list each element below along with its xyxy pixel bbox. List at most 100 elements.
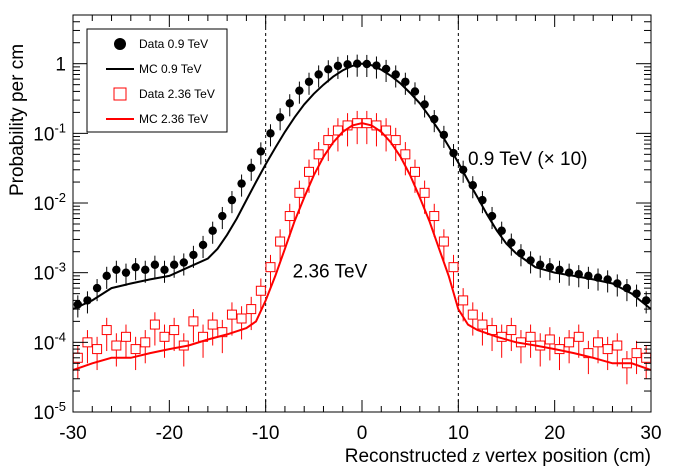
data-point-data-0-9-tev — [545, 262, 555, 272]
y-tick-label: 1 — [55, 55, 66, 76]
data-point-data-0-9-tev — [92, 283, 102, 293]
data-point-data-2-36-tev — [255, 285, 266, 296]
data-point-data-0-9-tev — [160, 265, 169, 274]
data-point-data-0-9-tev — [285, 99, 294, 108]
data-point-data-2-36-tev — [409, 166, 420, 177]
legend-swatch-data-0-9-tev — [114, 38, 126, 50]
data-point-data-0-9-tev — [189, 250, 198, 260]
data-point-data-0-9-tev — [179, 258, 188, 267]
data-point-data-0-9-tev — [275, 113, 285, 122]
data-point-data-0-9-tev — [169, 260, 179, 269]
data-point-data-2-36-tev — [573, 331, 584, 342]
data-point-data-0-9-tev — [439, 130, 449, 140]
x-axis-label-italic-variable: z — [472, 446, 481, 466]
data-point-data-2-36-tev — [188, 316, 199, 327]
y-tick-label-base: 10 — [33, 333, 54, 354]
x-tick-label: 10 — [448, 423, 469, 444]
data-point-data-0-9-tev — [102, 271, 111, 281]
y-tick-label-exponent: -2 — [54, 190, 66, 205]
y-axis-label: Probability per cm — [7, 44, 28, 196]
legend-label-mc-0-9-tev: MC 0.9 TeV — [139, 62, 201, 76]
series-line-mc-0-9-tev — [73, 62, 651, 311]
data-point-data-2-36-tev — [477, 319, 488, 330]
y-tick-label-exponent: -5 — [54, 399, 66, 414]
y-tick-label: 10-4 — [33, 329, 66, 354]
legend-box — [86, 28, 228, 133]
data-point-data-2-36-tev — [419, 187, 430, 198]
y-tick-label: 10-3 — [33, 260, 66, 285]
data-point-data-2-36-tev — [525, 331, 536, 342]
data-point-data-0-9-tev — [150, 260, 160, 269]
data-point-data-2-36-tev — [544, 334, 555, 345]
data-point-data-0-9-tev — [208, 226, 217, 235]
data-point-data-2-36-tev — [265, 262, 276, 273]
data-point-data-0-9-tev — [333, 61, 343, 71]
data-point-data-2-36-tev — [236, 313, 247, 324]
data-point-data-2-36-tev — [120, 331, 131, 342]
x-tick-label: -30 — [59, 423, 86, 444]
data-point-data-0-9-tev — [536, 260, 545, 269]
x-tick-label: -20 — [156, 423, 183, 444]
data-point-data-2-36-tev — [284, 211, 295, 222]
data-point-data-2-36-tev — [458, 295, 469, 306]
annotation-label: 2.36 TeV — [293, 262, 368, 283]
data-point-data-2-36-tev — [294, 187, 305, 198]
annotation-label: 0.9 TeV (× 10) — [468, 149, 588, 170]
y-tick-label-base: 1 — [55, 55, 66, 76]
data-point-data-2-36-tev — [332, 125, 343, 136]
data-point-data-2-36-tev — [111, 340, 122, 351]
data-point-data-0-9-tev — [131, 262, 140, 272]
data-point-data-2-36-tev — [467, 309, 478, 320]
x-tick-label: -10 — [252, 423, 279, 444]
data-point-data-0-9-tev — [304, 77, 314, 86]
data-point-data-2-36-tev — [506, 325, 517, 336]
data-point-data-0-9-tev — [401, 77, 410, 86]
data-point-data-0-9-tev — [555, 265, 564, 274]
data-point-data-2-36-tev — [130, 344, 141, 355]
data-point-data-2-36-tev — [159, 331, 170, 342]
data-point-data-2-36-tev — [207, 319, 218, 330]
series-line-mc-2-36-tev — [73, 122, 651, 372]
y-tick-label-exponent: -4 — [54, 329, 66, 344]
data-point-data-0-9-tev — [198, 240, 208, 250]
y-tick-label-base: 10 — [33, 264, 54, 285]
x-axis-label-part-1: Reconstructed — [345, 446, 473, 466]
data-point-data-2-36-tev — [169, 325, 180, 336]
data-point-data-0-9-tev — [391, 70, 400, 79]
data-point-data-0-9-tev — [324, 65, 333, 74]
data-point-data-0-9-tev — [121, 268, 131, 277]
data-point-data-2-36-tev — [101, 325, 112, 336]
data-point-data-2-36-tev — [140, 337, 151, 348]
data-point-data-0-9-tev — [314, 70, 323, 79]
data-point-data-0-9-tev — [256, 147, 266, 156]
data-point-data-0-9-tev — [227, 195, 237, 205]
data-point-data-2-36-tev — [448, 262, 459, 273]
data-point-data-2-36-tev — [390, 135, 401, 146]
data-point-data-0-9-tev — [266, 129, 275, 138]
y-tick-label-exponent: -1 — [54, 120, 66, 135]
legend-swatch-data-2-36-tev — [113, 87, 127, 101]
data-point-data-2-36-tev — [593, 337, 604, 348]
data-point-data-0-9-tev — [237, 179, 246, 188]
data-point-data-2-36-tev — [149, 319, 160, 330]
data-point-data-2-36-tev — [612, 340, 623, 351]
data-point-data-0-9-tev — [507, 238, 516, 247]
legend: Data 0.9 TeV MC 0.9 TeV Data 2.36 TeV MC 2.… — [86, 28, 228, 133]
data-point-data-2-36-tev — [438, 236, 449, 247]
data-point-data-2-36-tev — [400, 149, 411, 160]
data-point-data-2-36-tev — [429, 211, 440, 222]
y-tick-label: 10-5 — [33, 399, 66, 424]
data-point-data-0-9-tev — [141, 265, 150, 274]
y-tick-label: 10-1 — [33, 120, 66, 145]
data-point-data-2-36-tev — [226, 309, 237, 320]
x-tick-label: 30 — [640, 423, 661, 444]
data-point-data-2-36-tev — [304, 166, 315, 177]
y-tick-label-base: 10 — [33, 124, 54, 145]
data-point-data-0-9-tev — [410, 87, 420, 96]
y-tick-label-exponent: -3 — [54, 260, 66, 275]
legend-label-data-2-36-tev: Data 2.36 TeV — [139, 87, 215, 101]
data-point-data-2-36-tev — [602, 344, 613, 355]
data-point-data-2-36-tev — [275, 236, 286, 247]
